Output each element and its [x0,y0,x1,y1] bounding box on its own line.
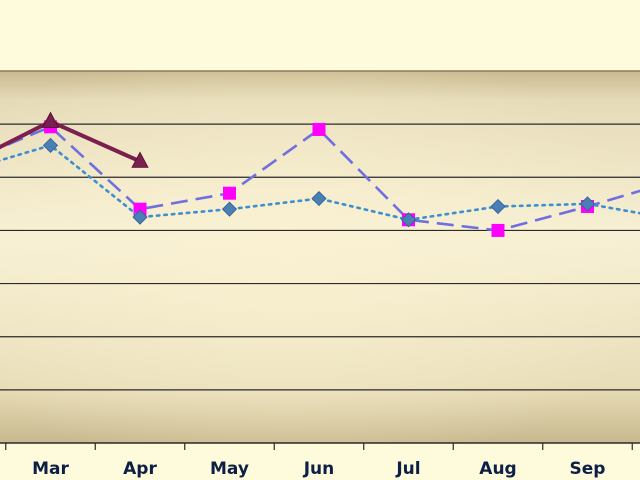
gridlines [0,70,640,391]
series-2-line [0,144,640,222]
data-point-triangle [131,151,149,168]
data-point-triangle [41,111,60,128]
series-3 [0,111,149,168]
x-tick-labels: Mar Apr May Jun Jul Aug Sep [32,459,605,479]
x-axis [0,442,640,450]
data-point-diamond [311,190,327,207]
series-layer [0,111,640,237]
series-2 [0,137,640,228]
data-point-diamond [132,209,148,225]
x-tick-label: Jul [395,459,420,479]
series-1-line [0,125,640,232]
data-point-diamond [400,212,417,228]
data-point-diamond [42,137,59,153]
x-tick-label: Jun [303,459,335,479]
x-tick-label: Mar [32,459,69,479]
data-point-diamond [221,201,238,217]
x-tick-label: Sep [570,459,606,479]
x-tick-label: May [210,459,249,479]
x-tick-label: Aug [479,459,516,479]
data-point-diamond [490,198,506,215]
data-point-square [312,122,326,136]
data-point-square [223,186,236,200]
data-point-diamond [579,196,596,212]
data-point-square [491,223,505,237]
data-point-square [133,202,147,216]
x-tick-label: Apr [123,459,157,479]
